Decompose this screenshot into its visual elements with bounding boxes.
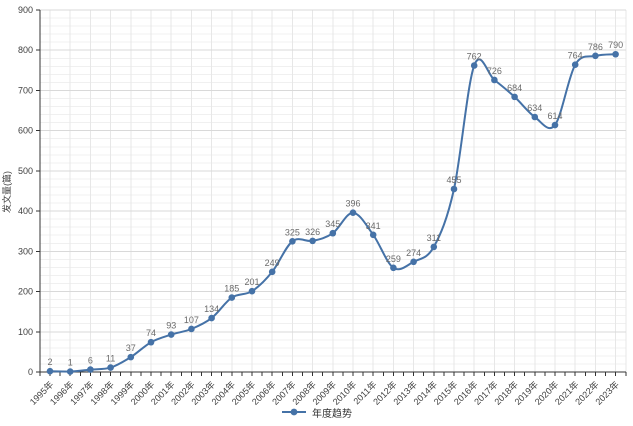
data-label-1998年: 11 bbox=[106, 354, 115, 364]
data-point-2012年[interactable] bbox=[390, 264, 397, 272]
data-label-2019年: 634 bbox=[527, 103, 542, 113]
data-point-2003年[interactable] bbox=[208, 314, 215, 322]
data-point-2000年[interactable] bbox=[147, 338, 155, 346]
data-point-2007年[interactable] bbox=[289, 237, 296, 245]
data-label-2014年: 311 bbox=[427, 233, 441, 243]
data-label-2009年: 345 bbox=[325, 219, 340, 229]
data-label-2017年: 726 bbox=[487, 66, 502, 76]
y-axis-label-600: 600 bbox=[18, 126, 33, 136]
data-point-2016年[interactable] bbox=[470, 62, 478, 69]
data-point-2023年[interactable] bbox=[612, 50, 619, 58]
data-point-1995年[interactable] bbox=[46, 367, 54, 375]
data-label-2001年: 93 bbox=[166, 321, 176, 331]
y-axis-label-400: 400 bbox=[18, 206, 33, 216]
data-point-2013年[interactable] bbox=[410, 258, 417, 266]
data-label-2012年: 259 bbox=[386, 254, 401, 264]
data-point-2021年[interactable] bbox=[571, 61, 579, 69]
data-label-2003年: 134 bbox=[204, 304, 219, 314]
data-label-2005年: 201 bbox=[244, 277, 259, 287]
data-point-2008年[interactable] bbox=[309, 237, 316, 245]
data-label-2015年: 455 bbox=[446, 175, 461, 185]
data-point-2009年[interactable] bbox=[329, 229, 337, 237]
data-label-1996年: 1 bbox=[68, 358, 73, 368]
data-label-2006年: 249 bbox=[265, 258, 280, 268]
data-point-2001年[interactable] bbox=[167, 331, 175, 338]
data-point-2014年[interactable] bbox=[430, 243, 438, 251]
data-label-1999年: 37 bbox=[126, 343, 136, 353]
data-label-2023年: 790 bbox=[608, 40, 623, 50]
data-point-2002年[interactable] bbox=[188, 325, 195, 333]
data-label-1995年: 2 bbox=[47, 357, 52, 367]
data-point-2006年[interactable] bbox=[268, 268, 276, 276]
data-label-2002年: 107 bbox=[184, 315, 199, 325]
legend-line-marker-icon bbox=[282, 408, 306, 416]
data-label-2007年: 325 bbox=[285, 227, 300, 237]
data-label-2008年: 326 bbox=[305, 227, 320, 237]
data-label-2000年: 74 bbox=[146, 328, 156, 338]
data-label-2018年: 684 bbox=[507, 83, 522, 93]
data-point-1998年[interactable] bbox=[107, 364, 114, 371]
y-axis-label-900: 900 bbox=[18, 5, 33, 15]
data-label-2016年: 762 bbox=[467, 52, 482, 62]
data-label-2022年: 786 bbox=[588, 42, 603, 52]
data-point-2017年[interactable] bbox=[491, 76, 498, 84]
legend: 年度趋势 bbox=[0, 403, 633, 421]
data-label-2020年: 614 bbox=[547, 111, 562, 121]
data-point-2004年[interactable] bbox=[228, 294, 236, 301]
y-axis-label-300: 300 bbox=[18, 246, 33, 256]
data-point-2020年[interactable] bbox=[551, 121, 559, 129]
data-label-2021年: 764 bbox=[568, 51, 583, 61]
y-axis-label-200: 200 bbox=[18, 287, 33, 297]
y-axis-label-500: 500 bbox=[18, 166, 33, 176]
trend-line bbox=[49, 53, 616, 373]
data-point-2011年[interactable] bbox=[369, 231, 377, 239]
y-axis-label-800: 800 bbox=[18, 45, 33, 55]
legend-item-label: 年度趋势 bbox=[312, 408, 352, 420]
data-label-1997年: 6 bbox=[88, 356, 93, 366]
data-label-2011年: 341 bbox=[366, 221, 381, 231]
data-point-2005年[interactable] bbox=[248, 287, 256, 295]
data-point-2019年[interactable] bbox=[531, 113, 539, 121]
legend-item-annual-trend[interactable]: 年度趋势 bbox=[281, 405, 352, 420]
data-point-2015年[interactable] bbox=[450, 185, 458, 193]
data-point-2022年[interactable] bbox=[592, 52, 599, 60]
data-point-1997年[interactable] bbox=[87, 366, 94, 373]
y-axis-title: 发文量(篇) bbox=[2, 171, 12, 213]
data-label-2013年: 274 bbox=[406, 248, 421, 258]
y-axis-label-700: 700 bbox=[18, 85, 33, 95]
data-point-1996年[interactable] bbox=[66, 368, 74, 375]
data-point-1999年[interactable] bbox=[127, 353, 135, 361]
y-axis-label-0: 0 bbox=[28, 367, 33, 377]
data-point-2010年[interactable] bbox=[349, 209, 357, 217]
data-point-2018年[interactable] bbox=[511, 93, 518, 101]
data-label-2010年: 396 bbox=[345, 199, 360, 209]
y-axis-label-100: 100 bbox=[18, 327, 33, 337]
data-label-2004年: 185 bbox=[224, 284, 239, 294]
